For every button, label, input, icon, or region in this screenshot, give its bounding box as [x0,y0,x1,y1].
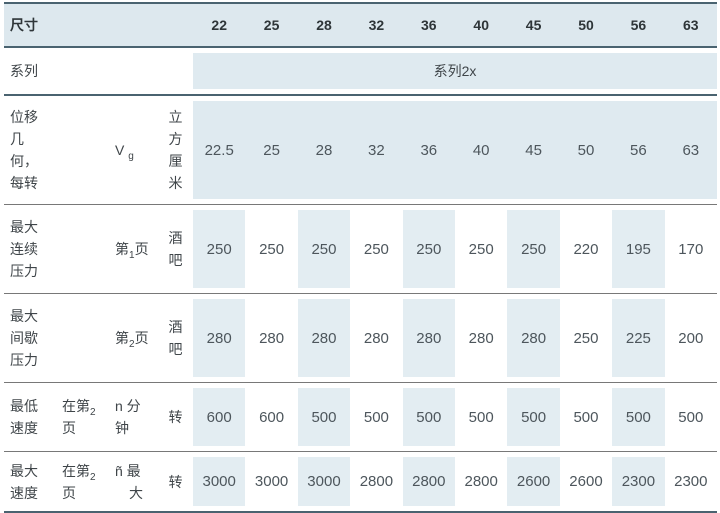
row-sub-label: 在第2 页 [62,398,96,436]
series-value-cell: 系列2x [193,53,717,89]
table-cell: 280 [259,329,285,347]
row-symbol: ñ 最 大 [115,462,143,501]
row-max-speed: 最大 速度 在第2 页 ñ 最 大 转 3000 3000 3000 2800 … [4,452,717,513]
table-cell: 32 [350,101,403,199]
row-symbol: 第2页 [115,330,149,350]
row-symbol: 第1页 [115,241,149,261]
row-max-intermittent-pressure: 最大 间歇 压力 第2页 酒 吧 280 280 280 280 280 280… [4,294,717,383]
row-sub-label [60,210,112,288]
table-cell: 36 [402,101,455,199]
row-sub-label: 在第2 页 [62,462,96,501]
table-cell: 3000 [193,457,246,506]
row-unit: 立 方 厘 米 [168,109,183,191]
table-cell: 2800 [464,473,498,490]
table-cell: 280 [363,329,389,347]
table-cell: 2800 [402,457,455,506]
spec-table: 尺寸 22 25 28 32 36 40 45 50 56 63 系列 系列2x… [4,2,717,513]
row-unit: 转 [168,409,183,425]
table-cell: 250 [259,240,285,258]
table-cell: 250 [402,210,455,288]
table-cell: 500 [297,388,351,446]
table-cell: 500 [402,388,455,446]
table-cell: 250 [193,210,246,288]
size-column-header: 32 [368,17,385,33]
row-displacement: 位移 几 何， 每转 V g 立 方 厘 米 22.5 25 28 32 36 … [4,96,717,205]
table-cell: 280 [468,329,494,347]
size-header-label: 尺寸 [10,17,38,33]
size-column-header: 56 [630,17,647,33]
table-cell: 250 [507,210,560,288]
table-cell: 500 [612,388,665,446]
size-header-row: 尺寸 22 25 28 32 36 40 45 50 56 63 [4,4,717,48]
row-sub-label [60,299,112,377]
table-cell: 3000 [254,473,289,490]
table-cell: 200 [678,329,704,347]
table-cell: 500 [363,408,389,426]
row-max-continuous-pressure: 最大 连续 压力 第1页 酒 吧 250 250 250 250 250 250… [4,205,717,294]
size-column-header: 50 [578,17,594,33]
size-column-header: 22 [211,17,227,33]
size-column-header: 40 [473,17,489,33]
table-cell: 2300 [674,473,708,490]
table-cell: 25 [245,101,298,199]
table-cell: 280 [402,299,455,377]
table-cell: 225 [612,299,665,377]
table-cell: 22.5 [193,101,246,199]
table-cell: 250 [468,240,494,258]
row-symbol: V g [115,142,134,162]
table-cell: 2800 [359,473,394,490]
row-min-speed: 最低 速度 在第2 页 n 分 钟 转 600 600 500 500 500 … [4,383,717,452]
table-cell: 250 [363,240,389,258]
size-column-header: 25 [263,17,280,33]
row-label: 位移 几 何， 每转 [10,109,38,191]
row-symbol: n 分 钟 [115,398,141,436]
size-column-header: 45 [525,17,542,33]
table-cell: 2600 [507,457,560,506]
table-cell: 500 [507,388,560,446]
table-cell: 63 [664,101,717,199]
table-cell: 220 [573,240,599,258]
row-sub-label [60,101,112,199]
table-cell: 250 [297,210,351,288]
table-cell: 170 [678,240,704,258]
table-cell: 56 [612,101,665,199]
table-cell: 280 [297,299,351,377]
table-cell: 500 [678,408,704,426]
row-label: 最大 间歇 压力 [10,308,38,368]
table-cell: 280 [193,299,246,377]
table-cell: 600 [193,388,246,446]
series-row: 系列 系列2x [4,48,717,96]
table-cell: 3000 [297,457,351,506]
row-label: 最大 连续 压力 [10,219,38,279]
size-column-header: 36 [421,17,437,33]
table-cell: 2300 [612,457,665,506]
table-cell: 500 [468,408,494,426]
row-label: 最大 速度 [10,462,38,501]
row-unit: 酒 吧 [168,230,183,268]
size-column-header: 28 [316,17,332,33]
table-cell: 195 [612,210,665,288]
row-label: 最低 速度 [10,398,38,436]
table-cell: 600 [259,408,285,426]
table-cell: 28 [297,101,351,199]
table-cell: 40 [455,101,508,199]
table-cell: 250 [573,329,599,347]
row-unit: 酒 吧 [168,319,183,357]
table-cell: 2600 [569,473,603,490]
series-row-label: 系列 [10,63,38,79]
size-column-header: 63 [683,17,699,33]
row-unit: 转 [168,473,183,490]
table-cell: 280 [507,299,560,377]
table-cell: 500 [573,408,599,426]
table-cell: 50 [559,101,613,199]
table-cell: 45 [507,101,560,199]
